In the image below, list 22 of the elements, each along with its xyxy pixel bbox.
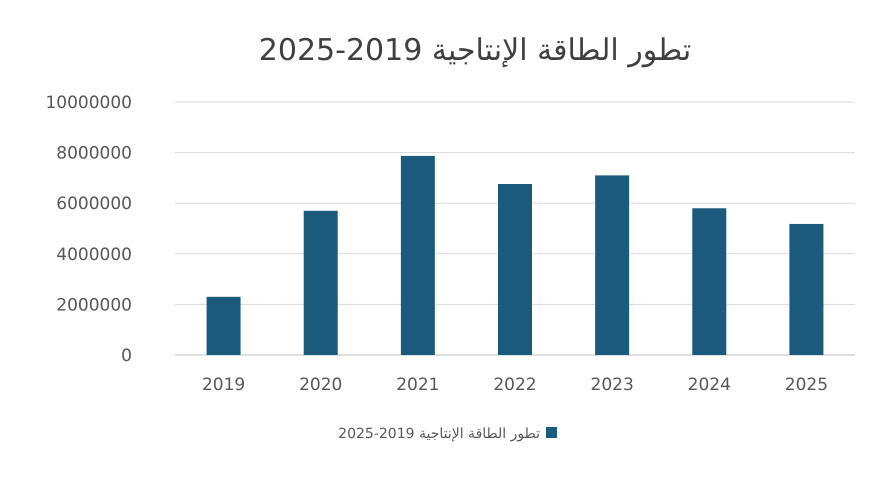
legend-label: تطور الطاقة الإنتاجية 2019-2025	[338, 426, 540, 442]
bar	[692, 208, 726, 355]
bar	[498, 184, 532, 355]
bar	[206, 296, 241, 355]
chart-title: تطور الطاقة الإنتاجية 2019-2025	[258, 33, 692, 68]
x-tick-label: 2025	[784, 375, 828, 395]
y-tick-label: 6000000	[56, 194, 132, 214]
x-tick-label: 2024	[688, 375, 731, 395]
x-tick-label: 2022	[493, 375, 537, 395]
y-tick-label: 2000000	[56, 295, 132, 316]
bar	[304, 210, 338, 355]
y-tick-label: 8000000	[56, 144, 132, 164]
bar	[400, 156, 435, 355]
y-tick-label: 0	[121, 346, 132, 366]
x-tick-label: 2020	[299, 375, 342, 395]
x-tick-label: 2019	[202, 375, 246, 395]
x-tick-label: 2023	[590, 375, 634, 395]
y-tick-label: 4000000	[56, 244, 132, 265]
bar	[595, 175, 630, 355]
x-tick-label: 2021	[396, 375, 440, 395]
bar	[789, 224, 824, 355]
y-tick-label: 10000000	[45, 93, 132, 113]
